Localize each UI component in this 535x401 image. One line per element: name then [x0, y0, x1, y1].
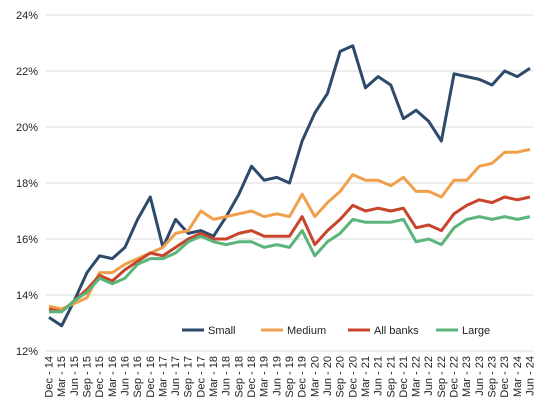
x-tick-label: Sep - 17 [183, 356, 195, 398]
x-tick-label: Jun - 22 [423, 356, 435, 396]
x-tick-label: Sep - 16 [132, 356, 144, 398]
x-tick-label: Mar - 18 [208, 356, 220, 397]
y-tick-label: 22% [16, 66, 38, 78]
x-tick-label: Jun - 21 [373, 356, 385, 396]
x-tick-label: Sep - 20 [335, 356, 347, 398]
x-tick-label: Dec - 16 [145, 356, 157, 398]
x-tick-label: Jun - 20 [322, 356, 334, 396]
x-tick-label: Jun - 15 [69, 356, 81, 396]
x-tick-label: Dec - 22 [449, 356, 461, 398]
x-tick-label: Jun - 23 [474, 356, 486, 396]
x-tick-label: Sep - 22 [436, 356, 448, 398]
y-tick-label: 20% [16, 122, 38, 134]
legend-label: All banks [374, 325, 419, 337]
x-tick-label: Dec - 18 [246, 356, 258, 398]
x-tick-label: Mar - 22 [411, 356, 423, 397]
legend-label: Medium [287, 325, 326, 337]
x-tick-label: Mar - 24 [512, 356, 524, 397]
x-tick-label: Mar - 21 [360, 356, 372, 397]
x-tick-label: Mar - 20 [309, 356, 321, 397]
y-tick-label: 14% [16, 290, 38, 302]
series-line [48, 195, 531, 314]
y-tick-label: 16% [16, 234, 38, 246]
x-tick-label: Sep - 19 [284, 356, 296, 398]
series-line [48, 44, 531, 328]
x-tick-label: Sep - 21 [385, 356, 397, 398]
y-tick-label: 24% [16, 10, 38, 22]
legend-label: Small [208, 325, 236, 337]
x-tick-label: Dec - 14 [44, 356, 56, 398]
x-tick-label: Dec - 20 [347, 356, 359, 398]
x-tick-label: Mar - 17 [157, 356, 169, 397]
x-tick-label: Mar - 23 [461, 356, 473, 397]
x-tick-label: Dec - 15 [94, 356, 106, 398]
series-line [48, 147, 531, 311]
legend-label: Large [462, 325, 490, 337]
x-tick-label: Sep - 18 [233, 356, 245, 398]
y-tick-label: 12% [16, 346, 38, 358]
x-tick-label: Jun - 18 [221, 356, 233, 396]
x-tick-label: Dec - 19 [297, 356, 309, 398]
x-tick-label: Sep - 15 [81, 356, 93, 398]
x-tick-label: Mar - 16 [107, 356, 119, 397]
x-tick-label: Dec - 21 [398, 356, 410, 398]
x-tick-label: Jun - 24 [525, 356, 535, 396]
x-tick-label: Mar - 19 [259, 356, 271, 397]
x-tick-label: Dec - 17 [195, 356, 207, 398]
x-tick-label: Jun - 16 [119, 356, 131, 396]
x-tick-label: Dec - 23 [499, 356, 511, 398]
x-tick-label: Mar - 15 [56, 356, 68, 397]
x-tick-label: Jun - 19 [271, 356, 283, 396]
series-line [49, 215, 531, 314]
x-tick-label: Jun - 17 [170, 356, 182, 396]
x-tick-label: Sep - 23 [487, 356, 499, 398]
y-tick-label: 18% [16, 178, 38, 190]
